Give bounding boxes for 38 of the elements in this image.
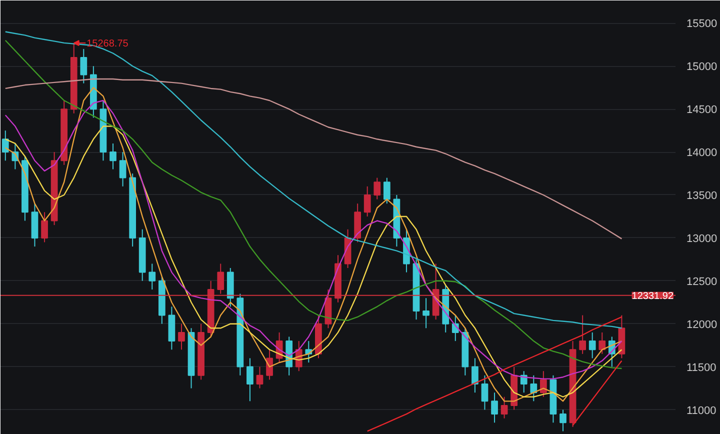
candlestick	[364, 186, 371, 217]
line-series	[4, 78, 622, 240]
candlestick	[374, 177, 381, 200]
line-series	[572, 360, 622, 426]
candlestick	[266, 349, 273, 380]
candlestick	[481, 374, 488, 410]
candlestick	[383, 177, 390, 204]
y-tick-label: 15500	[686, 18, 718, 30]
y-tick-label: 12000	[686, 318, 718, 331]
candlestick	[256, 366, 264, 389]
y-tick-label: 13000	[686, 232, 718, 245]
y-tick-label: 14000	[686, 147, 718, 160]
candlestick	[80, 48, 88, 84]
candlestick	[530, 374, 538, 402]
candlestick	[579, 314, 586, 354]
candlestick	[472, 358, 478, 394]
candlestick	[148, 263, 156, 290]
line-series	[366, 316, 622, 432]
candlestick	[540, 370, 547, 398]
candlestick	[178, 323, 185, 350]
candlestick	[500, 396, 508, 419]
candlestick	[119, 152, 126, 187]
candlestick	[422, 298, 430, 329]
candlestick	[588, 332, 596, 359]
candlestick	[598, 332, 606, 354]
y-tick-label: 11000	[686, 404, 716, 417]
candlestick	[491, 392, 498, 424]
y-tick-label: 14500	[686, 104, 718, 116]
candlestick	[110, 142, 116, 170]
candlestick	[246, 358, 254, 402]
candlestick	[560, 409, 566, 432]
candlestick	[2, 130, 9, 162]
y-tick-label: 13500	[686, 190, 718, 202]
y-tick-label: 12500	[686, 276, 718, 288]
y-tick-label: 11500	[686, 362, 716, 374]
annotation: 15268.75	[86, 38, 129, 50]
candlestick	[41, 212, 48, 243]
y-tick-label: 15000	[686, 61, 718, 74]
